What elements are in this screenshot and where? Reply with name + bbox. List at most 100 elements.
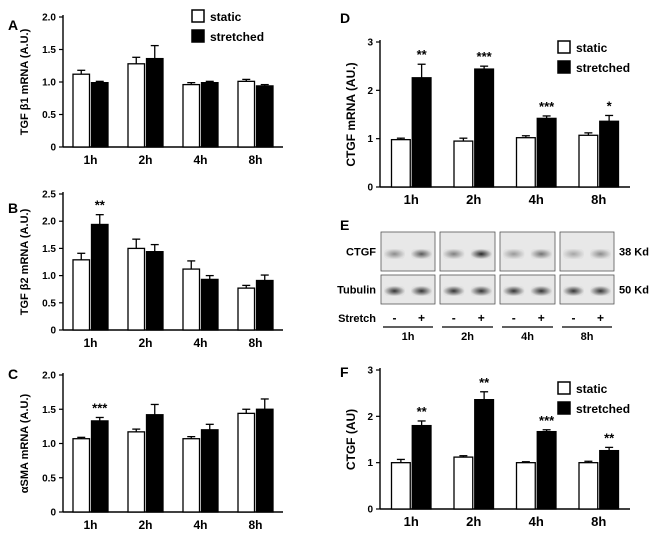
legend-swatch-static (557, 40, 571, 54)
bar-stretched-2h (145, 251, 164, 331)
blot-band (443, 249, 465, 259)
blot-band (503, 286, 525, 296)
y-tick-label: 0 (50, 508, 56, 519)
y-tick-label: 3 (367, 366, 373, 377)
bar-stretched-2h (145, 414, 164, 513)
blot-band (590, 286, 611, 296)
chart-panel-c: C 0 0.5 1.0 1.5 2.0 αSMA mRNA (A.U.) 1h 2h 4h 8h **… (8, 366, 283, 532)
legend-swatch-static (557, 381, 571, 395)
legend-swatch-stretched (557, 401, 571, 415)
bar-stretched-2h (145, 57, 164, 148)
legend-label-stretched: stretched (576, 61, 630, 75)
bar-static-2h (127, 431, 146, 513)
bar-static-1h (390, 462, 411, 510)
x-tick-label: 1h (83, 336, 97, 350)
bar-stretched-8h (599, 120, 620, 188)
bar-static-8h (237, 287, 256, 331)
panel-letter: C (8, 366, 18, 382)
blot-band (590, 249, 611, 259)
lane-sign: - (452, 311, 456, 325)
x-tick-label: 1h (404, 192, 419, 207)
y-tick-label: 0.5 (42, 110, 56, 121)
x-tick-label: 8h (591, 514, 606, 529)
bar-stretched-8h (599, 449, 620, 510)
x-tick-label: 8h (591, 192, 606, 207)
y-tick-label: 2 (367, 412, 373, 423)
y-tick-label: 1.0 (42, 271, 56, 282)
significance-marker: ** (417, 404, 428, 419)
bar-stretched-1h (90, 223, 109, 331)
bar-stretched-2h (474, 399, 495, 510)
significance-marker: ** (417, 47, 428, 62)
bar-static-8h (578, 462, 599, 510)
y-tick-label: 0.5 (42, 473, 56, 484)
significance-marker: ** (604, 430, 615, 445)
bar-static-4h (182, 268, 201, 331)
blot-band (470, 249, 492, 259)
panel-letter: F (340, 364, 349, 380)
y-axis-label: CTGF (AU) (344, 409, 358, 470)
lane-sign: - (572, 311, 576, 325)
x-tick-label: 2h (466, 514, 481, 529)
lane-sign: + (538, 311, 545, 325)
chart-panel-b: B 0 0.5 1.0 1.5 2.0 2.5 TGF β2 mRNA (A.U.) 1h 2h 4… (8, 190, 283, 350)
significance-marker: ** (95, 198, 106, 213)
bar-stretched-8h (255, 408, 274, 513)
blot-band (384, 249, 405, 259)
blot-band (411, 249, 432, 259)
blot-band (563, 249, 584, 259)
bar-static-1h (390, 138, 411, 188)
legend-label-static: static (576, 382, 608, 396)
significance-marker: * (607, 98, 613, 113)
legend-label-static: static (210, 10, 242, 24)
panel-letter: B (8, 200, 18, 216)
bar-static-4h (182, 438, 201, 513)
blot-band (530, 249, 552, 259)
bar-stretched-2h (474, 68, 495, 188)
x-tick-label: 1h (404, 514, 419, 529)
stretch-label: Stretch (338, 313, 376, 325)
x-tick-label: 4h (193, 518, 207, 532)
bar-stretched-1h (411, 77, 432, 188)
blot-band (563, 286, 584, 296)
bar-stretched-8h (255, 85, 274, 148)
x-tick-label: 4h (193, 336, 207, 350)
lane-sign: - (393, 311, 397, 325)
blot-band (503, 249, 525, 259)
y-tick-label: 1.0 (42, 78, 56, 89)
y-tick-label: 3 (367, 38, 373, 49)
legend-label-stretched: stretched (576, 402, 630, 416)
lane-sign: - (512, 311, 516, 325)
x-tick-label: 8h (248, 153, 262, 167)
group-label: 1h (402, 331, 415, 343)
bar-stretched-1h (90, 420, 109, 513)
y-tick-label: 0 (50, 143, 56, 154)
lane-sign: + (478, 311, 485, 325)
y-tick-label: 2 (367, 86, 373, 97)
x-tick-label: 2h (138, 336, 152, 350)
y-tick-label: 0 (367, 183, 373, 194)
bar-static-1h (72, 73, 91, 148)
y-tick-label: 2.0 (42, 13, 56, 24)
bar-stretched-8h (255, 279, 274, 331)
x-tick-label: 1h (83, 153, 97, 167)
blot-band (530, 286, 552, 296)
legend: static stretched (191, 9, 264, 44)
y-axis-label: TGF β2 mRNA (A.U.) (19, 208, 31, 315)
y-axis-label: αSMA mRNA (A.U.) (19, 393, 31, 493)
legend-swatch-stretched (557, 60, 571, 74)
bar-static-8h (237, 412, 256, 513)
bar-stretched-1h (411, 424, 432, 510)
significance-marker: *** (477, 49, 493, 64)
y-tick-label: 1 (367, 134, 373, 145)
y-axis-label: CTGF mRNA (AU.) (344, 62, 358, 166)
blot-band (384, 286, 405, 296)
legend-label-stretched: stretched (210, 30, 264, 44)
bar-static-2h (453, 456, 474, 510)
x-tick-label: 8h (248, 518, 262, 532)
bar-static-1h (72, 438, 91, 513)
y-tick-label: 2.5 (42, 190, 56, 201)
x-tick-label: 4h (529, 514, 544, 529)
x-tick-label: 4h (529, 192, 544, 207)
